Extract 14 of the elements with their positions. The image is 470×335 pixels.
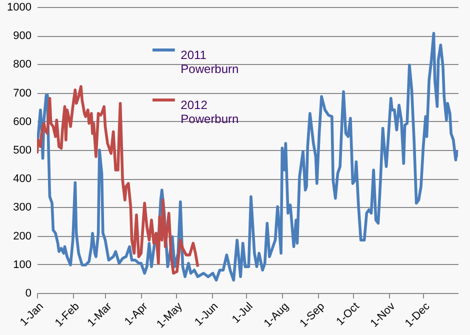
- y-tick-label: 700: [13, 87, 32, 100]
- y-tick-label: 200: [13, 230, 32, 242]
- legend-label: 2011 Powerburn: [180, 48, 239, 76]
- y-tick-label: 600: [13, 116, 32, 128]
- line-series: [37, 32, 458, 282]
- legend-label: 2012 Powerburn: [180, 98, 239, 126]
- y-tick-label: 400: [13, 173, 32, 186]
- y-tick-label: 800: [13, 58, 32, 71]
- y-tick-label: 1000: [7, 2, 32, 14]
- y-tick-label: 500: [13, 144, 32, 156]
- y-tick-label: 300: [13, 202, 32, 214]
- y-tick-label: 0: [25, 288, 32, 300]
- y-tick-label: 900: [13, 30, 32, 42]
- y-tick-label: 100: [13, 258, 32, 271]
